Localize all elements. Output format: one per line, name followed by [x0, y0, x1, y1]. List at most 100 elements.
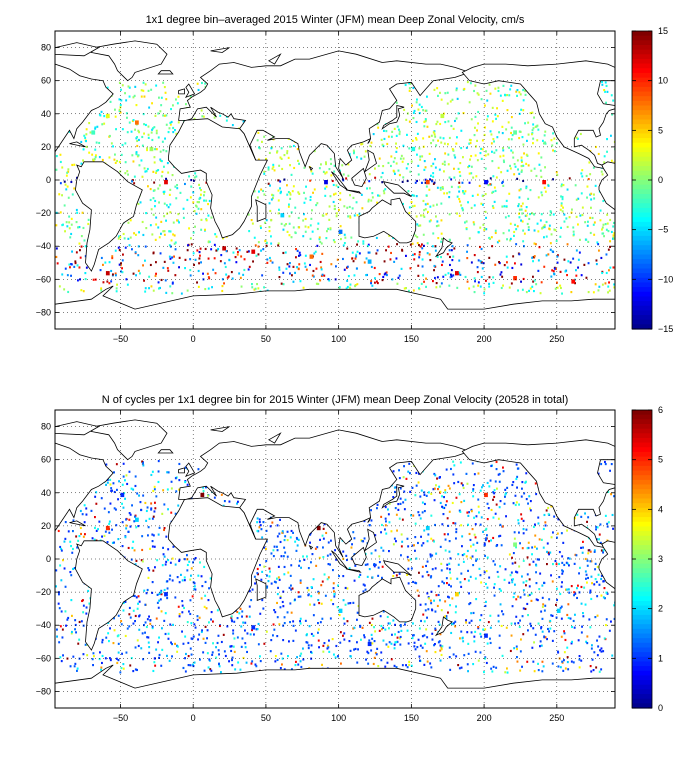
- data-cell: [303, 262, 306, 265]
- data-cell: [155, 169, 158, 173]
- data-cell: [600, 668, 603, 671]
- data-cell: [85, 128, 88, 131]
- data-cell: [399, 624, 402, 627]
- data-cell: [71, 630, 73, 634]
- data-cell: [220, 671, 222, 674]
- data-cell: [574, 553, 577, 556]
- data-cell: [384, 517, 387, 520]
- data-cell: [330, 174, 333, 177]
- colorbar-segment: [632, 180, 652, 186]
- data-cell: [518, 625, 521, 629]
- data-cell: [276, 658, 279, 662]
- data-cell: [435, 144, 438, 147]
- data-cell: [160, 104, 163, 107]
- data-cell: [95, 141, 98, 144]
- data-cell: [168, 578, 171, 581]
- data-cell: [161, 140, 164, 143]
- data-cell: [89, 131, 92, 134]
- colorbar-tick-label: 0: [658, 175, 663, 185]
- data-cell: [393, 643, 396, 646]
- data-cell: [289, 262, 291, 265]
- data-cell: [456, 136, 458, 139]
- data-cell: [458, 181, 461, 184]
- data-cell: [448, 646, 451, 649]
- data-cell: [327, 541, 330, 544]
- data-cell: [258, 518, 261, 521]
- data-cell: [561, 572, 564, 575]
- data-cell: [113, 541, 115, 544]
- data-cell: [598, 533, 601, 536]
- data-cell: [520, 205, 523, 208]
- data-cell: [274, 660, 277, 663]
- data-cell: [280, 282, 283, 285]
- data-cell: [63, 288, 66, 291]
- data-cell: [472, 564, 475, 567]
- data-cell: [81, 211, 84, 214]
- colorbar-segment: [632, 166, 652, 172]
- data-cell: [424, 502, 426, 506]
- data-cell: [571, 208, 573, 211]
- data-cell: [472, 611, 475, 615]
- data-cell: [493, 489, 496, 492]
- colorbar-segment: [632, 268, 652, 274]
- data-cell: [422, 233, 425, 236]
- data-cell: [158, 184, 161, 187]
- data-cell: [440, 98, 443, 101]
- data-cell: [279, 518, 281, 521]
- data-cell: [431, 245, 434, 248]
- data-cell: [126, 627, 129, 630]
- data-cell: [462, 156, 464, 159]
- data-cell: [479, 632, 482, 635]
- data-cell: [137, 525, 140, 528]
- data-cell: [288, 234, 291, 237]
- data-cell: [158, 201, 160, 204]
- colorbar-segment: [632, 91, 652, 97]
- data-cell: [531, 212, 534, 215]
- data-cell: [260, 578, 263, 581]
- data-cell: [547, 627, 549, 631]
- data-cell: [165, 123, 168, 126]
- data-cell: [122, 506, 125, 509]
- data-cell: [295, 549, 298, 552]
- data-cell: [476, 271, 479, 274]
- data-cell: [321, 580, 324, 583]
- data-cell: [148, 615, 150, 618]
- data-cell: [420, 489, 423, 492]
- data-cell: [147, 125, 150, 128]
- cycles-map-panel: −50 0 50 100 150 200 250806040200−20−40−60−806…: [36, 405, 663, 723]
- data-cell: [92, 652, 95, 655]
- data-cell: [294, 664, 297, 667]
- data-cell: [162, 114, 165, 117]
- data-cell: [171, 655, 173, 658]
- data-cell: [421, 155, 424, 158]
- data-cell: [408, 87, 411, 90]
- data-cell: [463, 499, 466, 502]
- data-cell: [532, 560, 535, 563]
- data-cell: [371, 642, 374, 645]
- data-cell: [470, 165, 473, 168]
- data-cell: [121, 483, 124, 486]
- data-cell: [344, 586, 347, 590]
- data-cell: [491, 120, 494, 123]
- data-cell: [322, 546, 324, 549]
- data-cell: [534, 523, 536, 526]
- data-cell: [326, 644, 329, 647]
- data-cell: [508, 229, 510, 232]
- data-cell: [231, 659, 233, 662]
- data-cell: [284, 251, 287, 254]
- data-cell: [537, 152, 540, 155]
- data-cell: [101, 638, 104, 642]
- data-cell: [556, 261, 559, 264]
- data-cell: [165, 114, 168, 117]
- data-cell: [346, 247, 349, 250]
- data-cell: [540, 191, 543, 194]
- data-cell: [548, 224, 551, 227]
- data-cell: [417, 511, 420, 514]
- data-cell: [99, 651, 101, 654]
- data-cell: [167, 559, 170, 562]
- data-cell: [64, 183, 67, 186]
- data-cell: [424, 609, 427, 612]
- data-cell: [529, 189, 532, 192]
- data-cell: [534, 482, 537, 485]
- data-cell: [215, 235, 218, 238]
